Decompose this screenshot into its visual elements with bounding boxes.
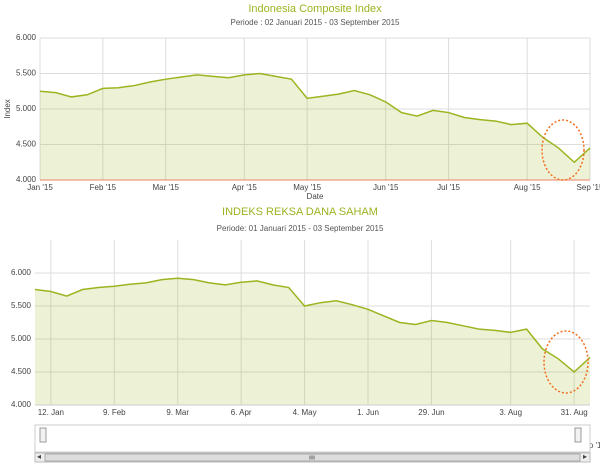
- x-tick-label: 4. May: [293, 408, 317, 417]
- x-tick-label: 12. Jan: [38, 408, 64, 417]
- y-axis-title: Index: [3, 99, 12, 119]
- y-tick-label: 5.500: [11, 301, 32, 310]
- x-tick-label: Sep '15: [577, 183, 600, 192]
- y-tick-label: 5.500: [16, 69, 37, 78]
- plot-background: [35, 240, 590, 405]
- y-tick-label: 4.500: [16, 140, 37, 149]
- x-tick-label: Aug '15: [514, 183, 541, 192]
- x-tick-label: 3. Aug: [499, 408, 522, 417]
- scrollbar-grip: [309, 455, 315, 460]
- navigator-handle[interactable]: [574, 427, 582, 443]
- y-tick-label: 5.000: [11, 334, 32, 343]
- y-tick-label: 6.000: [16, 33, 37, 42]
- navigator: ◂ ▸: [34, 424, 591, 463]
- x-axis-title: Date: [307, 192, 324, 201]
- chart-subtitle: Periode: 01 Januari 2015 - 03 September …: [217, 224, 384, 233]
- x-tick-label: Jan '15: [27, 183, 53, 192]
- x-tick-label: Jul '15: [437, 183, 460, 192]
- x-tick-label: 9. Mar: [166, 408, 189, 417]
- navigator-handle[interactable]: [39, 427, 47, 443]
- x-tick-label: 1. Jun: [357, 408, 379, 417]
- area-fill: [40, 73, 590, 180]
- scroll-arrow[interactable]: ◂: [37, 452, 41, 461]
- y-tick-label: 4.000: [11, 400, 32, 409]
- chart-subtitle: Periode : 02 Januari 2015 - 03 September…: [230, 18, 400, 27]
- highlight-circle: [541, 119, 585, 181]
- x-tick-label: Mar '15: [152, 183, 179, 192]
- x-tick-label: Apr '15: [232, 183, 258, 192]
- x-tick-label: 31. Aug: [561, 408, 588, 417]
- line: [39, 72, 591, 164]
- x-tick-label: May '15: [293, 183, 321, 192]
- navigator-frame: [34, 424, 591, 453]
- y-tick-label: 4.500: [11, 367, 32, 376]
- y-tick-label: 4.000: [16, 175, 37, 184]
- highlight-circle: [543, 330, 589, 394]
- scroll-arrow[interactable]: ▸: [583, 452, 587, 461]
- x-tick-label: 9. Feb: [103, 408, 126, 417]
- plots: 4.000 4.500 5.000 5.500 6.000 Jan '15 Feb '15 M…: [11, 33, 600, 452]
- x-tick-label: Jun '15: [373, 183, 399, 192]
- x-tick-label: 29. Jun: [418, 408, 444, 417]
- x-tick-label: Feb '15: [90, 183, 117, 192]
- y-tick-label: 5.000: [16, 104, 37, 113]
- chart-title: Indonesia Composite Index: [248, 3, 382, 15]
- area-fill: [35, 278, 590, 405]
- chart-title: INDEKS REKSA DANA SAHAM: [222, 206, 378, 218]
- line: [34, 277, 591, 373]
- y-tick-label: 6.000: [11, 268, 32, 277]
- x-tick-label: 6. Apr: [231, 408, 252, 417]
